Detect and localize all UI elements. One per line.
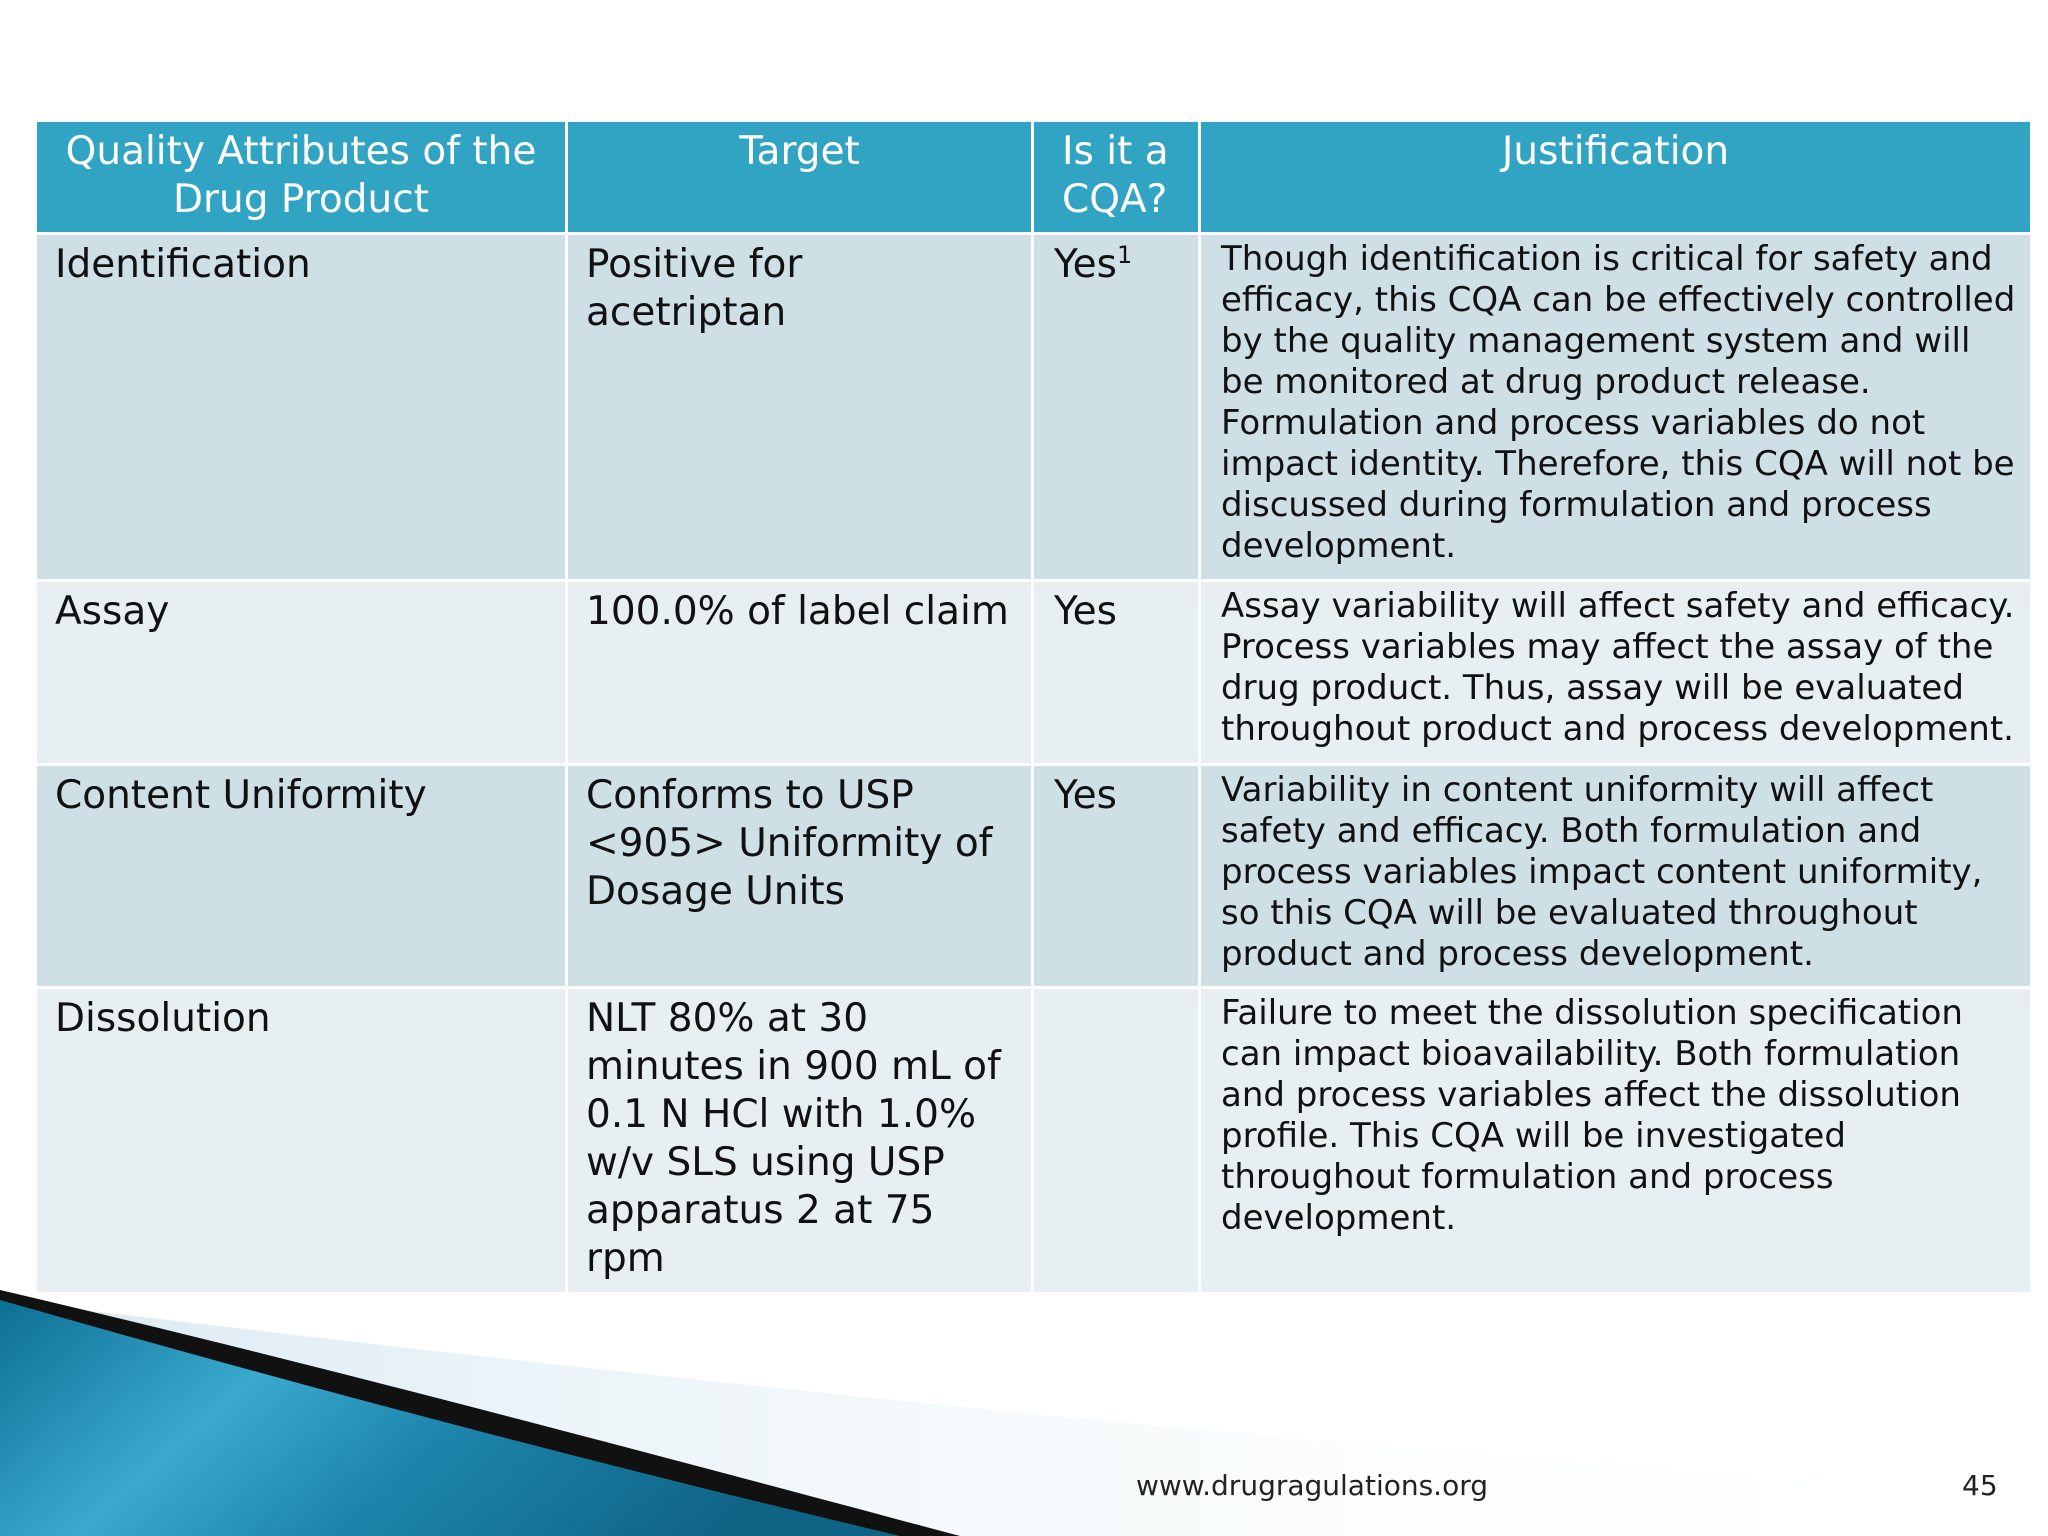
target-cell: Conforms to USP <905> Uniformity of Dosa… (565, 763, 1034, 989)
table-header-row: Quality Attributes of the Drug Product T… (34, 119, 2033, 235)
footer-url: www.drugragulations.org (1136, 1469, 1489, 1502)
header-target: Target (565, 119, 1034, 235)
table-row: Assay 100.0% of label claim Yes Assay va… (34, 579, 2033, 766)
target-cell: Positive for acetriptan (565, 232, 1034, 582)
header-justification: Justification (1198, 119, 2033, 235)
table-row: Identification Positive for acetriptan Y… (34, 232, 2033, 582)
justification-cell: Failure to meet the dissolution specific… (1198, 986, 2033, 1295)
is-cqa-cell: Yes1 (1031, 232, 1201, 582)
attribute-cell: Dissolution (34, 986, 568, 1295)
is-cqa-value: Yes (1054, 242, 1117, 287)
attribute-cell: Content Uniformity (34, 763, 568, 989)
page-number: 45 (1962, 1469, 1998, 1502)
target-cell: NLT 80% at 30 minutes in 900 mL of 0.1 N… (565, 986, 1034, 1295)
header-attribute: Quality Attributes of the Drug Product (34, 119, 568, 235)
cqa-table: Quality Attributes of the Drug Product T… (34, 119, 2033, 1295)
attribute-cell: Identification (34, 232, 568, 582)
justification-cell: Variability in content uniformity will a… (1198, 763, 2033, 989)
justification-cell: Assay variability will affect safety and… (1198, 579, 2033, 766)
attribute-cell: Assay (34, 579, 568, 766)
table-row: Content Uniformity Conforms to USP <905>… (34, 763, 2033, 989)
is-cqa-cell: Yes (1031, 579, 1201, 766)
is-cqa-cell (1031, 986, 1201, 1295)
justification-cell: Though identification is critical for sa… (1198, 232, 2033, 582)
header-is-cqa: Is it a CQA? (1031, 119, 1201, 235)
is-cqa-cell: Yes (1031, 763, 1201, 989)
footnote-marker: 1 (1116, 241, 1133, 269)
target-cell: 100.0% of label claim (565, 579, 1034, 766)
table-row: Dissolution NLT 80% at 30 minutes in 900… (34, 986, 2033, 1295)
